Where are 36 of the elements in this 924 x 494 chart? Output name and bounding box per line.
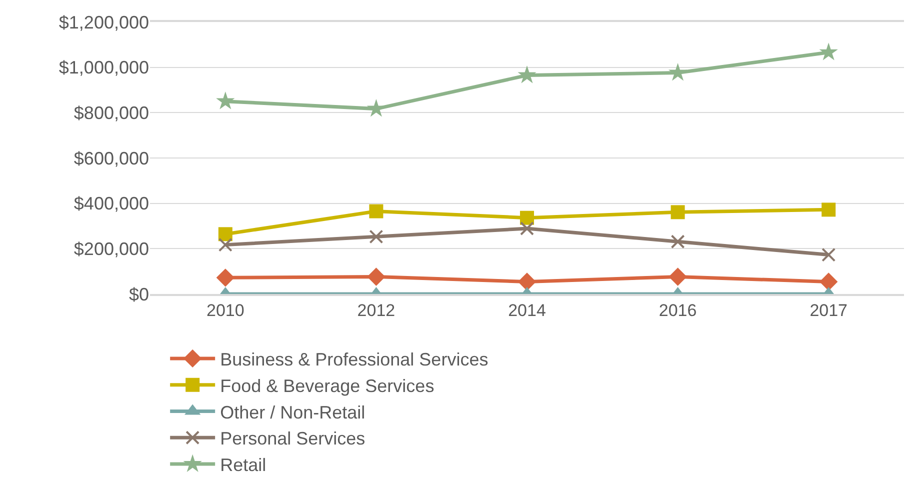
point [822, 248, 836, 262]
x-tick-label: 2016 [658, 301, 697, 320]
point [668, 268, 687, 286]
point [520, 210, 534, 225]
legend-label: Business & Professional Services [220, 349, 488, 370]
point [218, 238, 232, 252]
legend-label: Food & Beverage Services [220, 376, 434, 396]
y-tick-label: $0 [128, 284, 149, 304]
point [670, 234, 685, 249]
x-tick-label: 2014 [508, 301, 546, 320]
point [216, 268, 234, 287]
point [369, 204, 384, 218]
point [822, 202, 836, 217]
x-tick-label: 2010 [206, 301, 244, 320]
x-tick-label: 2012 [357, 301, 396, 320]
y-tick-label: $1,000,000 [58, 58, 149, 78]
legend-label: Personal Services [220, 428, 366, 449]
y-tick-label: $800,000 [74, 102, 149, 123]
point [367, 268, 386, 286]
legend-label: Other / Non-Retail [220, 402, 366, 422]
point [820, 272, 838, 291]
point [216, 92, 235, 110]
point [218, 227, 232, 242]
point [668, 62, 688, 81]
x-tick-label: 2017 [810, 301, 848, 320]
y-tick-label: $400,000 [74, 194, 149, 214]
point [518, 272, 536, 291]
y-tick-label: $200,000 [74, 238, 149, 259]
point [520, 221, 534, 236]
point [670, 205, 685, 220]
legend-label: Retail [220, 455, 266, 476]
point [518, 65, 536, 84]
y-tick-label: $1,200,000 [58, 12, 149, 32]
y-tick-label: $600,000 [74, 148, 149, 168]
point [369, 230, 384, 244]
point [819, 42, 838, 60]
